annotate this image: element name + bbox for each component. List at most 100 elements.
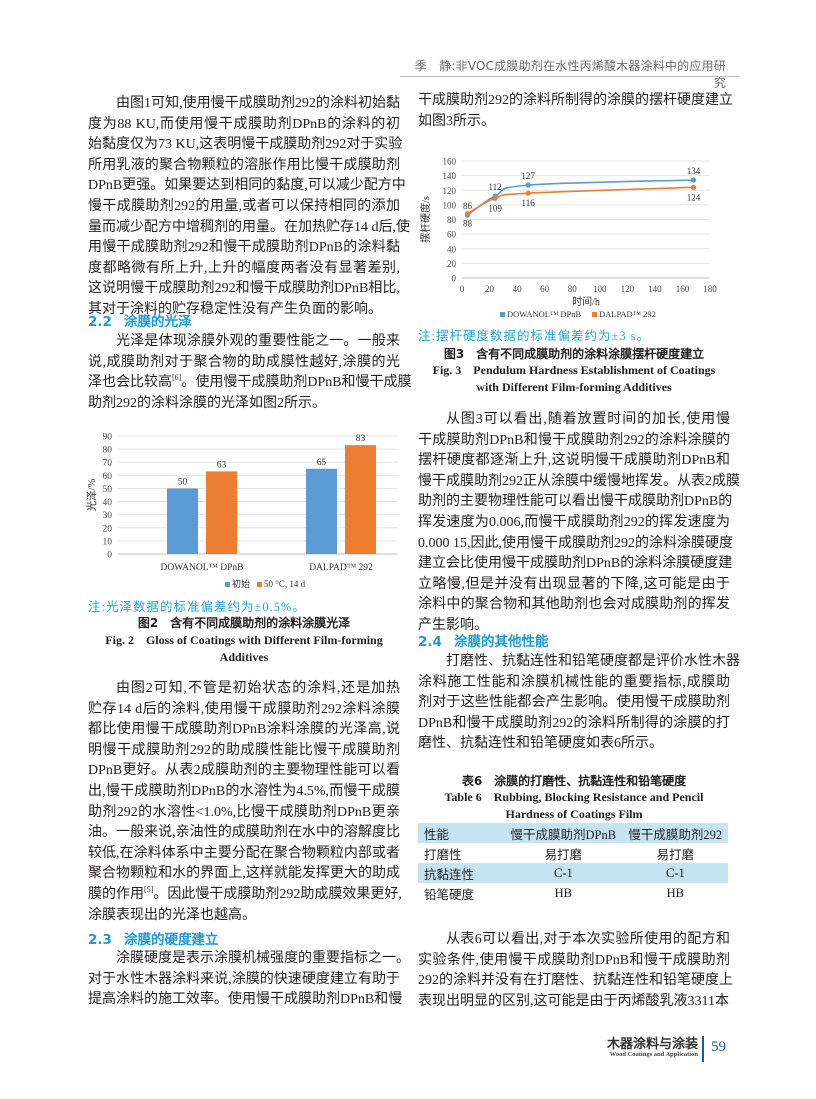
text-line: 磨性、抗黏连性和铅笔硬度如表6所示。 [418, 736, 663, 752]
data-label: 83 [356, 434, 366, 444]
section-number: 2.4 [418, 634, 442, 650]
table-header-row: 性能 慢干成膜助剂DPnB 慢干成膜助剂292 [418, 823, 728, 843]
text-line: 剂对于这些性能都会产生影响。使用慢干成膜助剂 [418, 695, 730, 711]
footer-divider [702, 1036, 704, 1062]
figure-2-note: 注:光泽数据的标准偏差约为±0.5%。 [88, 600, 306, 614]
table-cell: HB [666, 885, 684, 900]
text-line: 涂料中的聚合物和其他助剂也会对成膜助剂的挥发 [418, 597, 730, 613]
running-title: 季 静:非VOC成膜助剂在水性丙烯酸木器涂料中的应用研究 [414, 59, 726, 90]
y-tick-label: 40 [103, 498, 113, 508]
y-tick-label: 80 [447, 215, 457, 225]
paragraph-hardness-intro: 涂膜硬度是表示涂膜机械强度的重要指标之一。 对于水性木器涂料来说,涂膜的快速硬度建… [88, 949, 410, 1011]
table-6-caption-en: Table 6 Rubbing, Blocking Resistance and… [418, 789, 730, 823]
data-label: 112 [488, 182, 501, 192]
y-tick-label: 100 [443, 200, 457, 210]
text-line: 摆杆硬度都逐渐上升,这说明慢干成膜助剂DPnB和 [418, 453, 730, 469]
text-line: DPnB和慢干成膜助剂292的涂料所制得的涂膜的打 [418, 715, 730, 731]
text-segment: 。使用慢干成膜助剂DPnB和慢干成膜 [181, 375, 412, 391]
figure-2-caption-cn: 图2 含有不同成膜助剂的涂料涂膜光泽 [137, 616, 351, 630]
text-line: 从图3可以看出,随着放置时间的加长,使用慢 [446, 412, 730, 427]
text-line: 产生影响。 [418, 617, 488, 633]
column-header: 性能 [418, 823, 504, 843]
bar-aged [345, 445, 376, 554]
y-tick-label: 80 [103, 446, 113, 456]
table-cell: C-1 [504, 863, 623, 883]
citation-ref[interactable]: [6] [172, 373, 182, 383]
text-line: 用慢干成膜助剂292和慢干成膜助剂DPnB的涂料黏 [88, 240, 400, 256]
page-number: 59 [711, 1039, 726, 1055]
bar-initial [167, 488, 198, 554]
x-tick-label: 140 [648, 284, 662, 294]
caption-line: Additives [219, 650, 269, 664]
paragraph-viscosity: 由图1可知,使用慢干成膜助剂292的涂料初始黏 度为88 KU,而使用慢干成膜助剂… [88, 94, 410, 321]
legend-label: DALPAD™ 292 [599, 309, 656, 319]
x-tick-label: 60 [540, 284, 550, 294]
text-line: 涂膜表现出的光泽也越高。 [88, 907, 256, 923]
paragraph-gloss-intro: 光泽是体现涂膜外观的重要性能之一。一般来 说,成膜助剂对于聚合物的助成膜性越好,涂… [88, 332, 412, 414]
data-point [464, 211, 471, 217]
table-6: 性能 慢干成膜助剂DPnB 慢干成膜助剂292 打磨性 易打磨 易打磨 抗黏连性… [418, 823, 728, 903]
text-line: 油。一般来说,亲油性的成膜助剂在水中的溶解度比 [88, 825, 400, 841]
text-line: 聚合物颗粒和水的界面上,这样就能发挥更大的助成 [88, 866, 400, 882]
paragraph-gloss-discussion: 由图2可知,不管是初始状态的涂料,还是加热 贮存14 d后的涂料,使用慢干成膜助剂… [88, 679, 402, 926]
text-segment: 膜的作用 [88, 886, 144, 902]
figure-3-caption-en: Fig. 3 Pendulum Hardness Establishment o… [418, 362, 730, 396]
section-number: 2.2 [88, 314, 112, 330]
caption-line: Hardness of Coatings Film [505, 807, 643, 821]
text-line: 泽也会比较高[6]。使用慢干成膜助剂DPnB和慢干成膜 [88, 373, 412, 394]
caption-line: Fig. 2 Gloss of Coatings with Different … [105, 633, 383, 647]
y-tick-label: 70 [103, 459, 113, 469]
y-tick-label: 40 [447, 244, 457, 254]
legend-swatch [500, 312, 505, 317]
text-line: 慢干成膜助剂292正从涂膜中缓慢地挥发。从表2成膜 [418, 473, 740, 489]
section-title: 涂膜的光泽 [124, 314, 192, 330]
data-label: 116 [522, 198, 536, 208]
column-header: 慢干成膜助剂DPnB [504, 823, 623, 843]
text-line: 膜的作用[5]。因此慢干成膜助剂292助成膜效果更好, [88, 884, 402, 906]
y-axis-label: 光泽/% [85, 478, 98, 511]
paragraph-hardness-discussion: 从图3可以看出,随着放置时间的加长,使用慢 干成膜助剂DPnB和慢干成膜助剂292… [418, 410, 740, 637]
column-header: 慢干成膜助剂292 [622, 823, 728, 843]
y-tick-label: 60 [103, 472, 113, 482]
x-tick-label: 20 [485, 284, 495, 294]
text-line: 由图2可知,不管是初始状态的涂料,还是加热 [116, 681, 400, 696]
x-tick-label: 100 [593, 284, 607, 294]
figure-3-note: 注:摆杆硬度数据的标准偏差约为±3 s。 [418, 329, 651, 343]
section-heading-2-4: 2.4 涂膜的其他性能 [418, 632, 549, 652]
text-line: 慢干成膜助剂292的用量,或者可以保持相同的添加 [88, 198, 400, 214]
data-point [525, 190, 531, 196]
text-line: 涂料施工性能和涂膜机械性能的重要指标,成膜助 [418, 674, 730, 690]
y-tick-label: 160 [443, 157, 457, 167]
text-line: 度都略微有所上升,上升的幅度两者没有显著差别, [88, 260, 400, 276]
paragraph-other-properties: 打磨性、抗黏连性和铅笔硬度都是评价水性木器 涂料施工性能和涂膜机械性能的重要指标,… [418, 652, 740, 755]
text-line: 292的涂料并没有在打磨性、抗黏连性和铅笔硬度上 [418, 973, 733, 989]
figure-2-bar-chart: 0 10 20 30 40 50 60 70 80 90 光泽/% 50 63 DOWANOL™ DPnB… [85, 433, 398, 589]
text-line: 对于水性木器涂料来说,涂膜的快速硬度建立有助于 [88, 971, 400, 987]
table-cell: 打磨性 [424, 847, 462, 862]
table-cell: C-1 [622, 863, 728, 883]
legend-swatch [257, 582, 262, 587]
legend-label: 初始 [232, 578, 250, 589]
text-line: 出,慢干成膜助剂DPnB的水溶性为4.5%,而慢干成膜 [88, 783, 400, 799]
text-line: 助剂的主要物理性能可以看出慢干成膜助剂DPnB的 [418, 494, 733, 510]
section-title: 涂膜的其他性能 [454, 634, 549, 650]
section-heading-2-3: 2.3 涂膜的硬度建立 [88, 930, 219, 950]
legend-label: DOWANOL™ DPnB [507, 309, 582, 319]
text-line: 0.000 15,因此,使用慢干成膜助剂292的涂料涂膜硬度 [418, 535, 733, 551]
legend-swatch [592, 312, 597, 317]
data-label: 88 [463, 219, 473, 229]
y-tick-label: 30 [103, 511, 113, 521]
y-tick-label: 10 [103, 537, 113, 547]
paragraph-table-discussion: 从表6可以看出,对于本次实验所使用的配方和 实验条件,使用慢干成膜助剂DPnB和慢… [418, 930, 733, 1012]
data-label: 63 [217, 460, 227, 470]
data-label: 134 [687, 166, 701, 176]
data-label: 50 [178, 477, 188, 487]
journal-name-en: Wood Coatings and Application [609, 1051, 698, 1058]
text-line: 这说明慢干成膜助剂292和慢干成膜助剂DPnB相比, [88, 281, 400, 297]
x-axis-label: 时间/h [572, 295, 600, 308]
table-cell: 易打磨 [656, 847, 695, 862]
text-line: 较低,在涂料体系中主要分配在聚合物颗粒内部或者 [88, 845, 400, 861]
text-line: 其对于涂料的贮存稳定性没有产生负面的影响。 [88, 301, 382, 317]
section-heading-2-2: 2.2 涂膜的光泽 [88, 312, 192, 332]
citation-ref[interactable]: [5] [144, 884, 154, 894]
